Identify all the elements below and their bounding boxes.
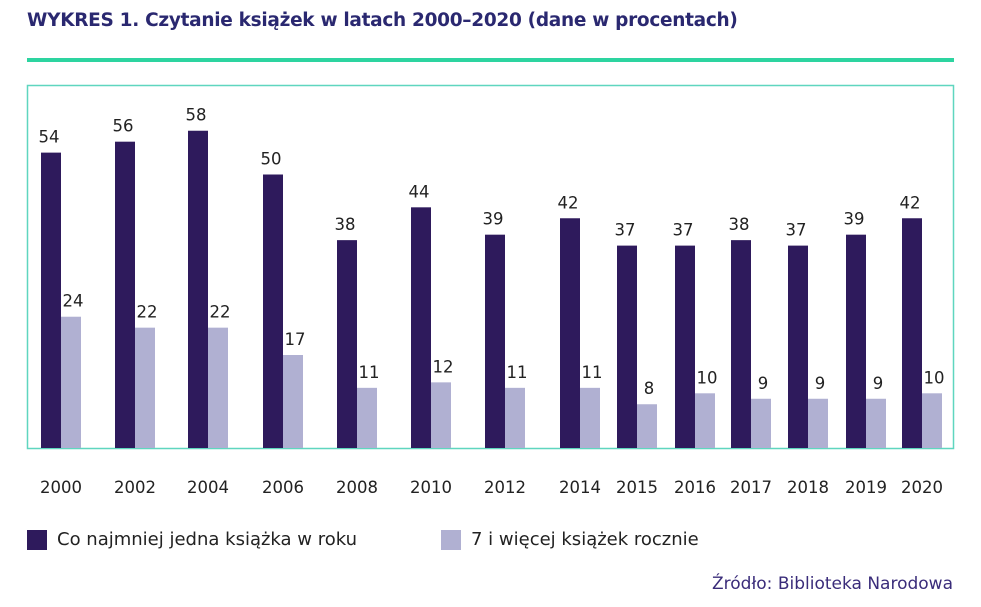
data-label: 11 bbox=[582, 363, 603, 382]
bar-seven-plus-2018 bbox=[808, 398, 828, 448]
bar-at-least-one-2010 bbox=[411, 207, 431, 448]
x-tick-label: 2010 bbox=[410, 478, 452, 497]
bar-seven-plus-2016 bbox=[695, 393, 715, 448]
bar-at-least-one-2017 bbox=[731, 240, 751, 448]
x-tick-label: 2019 bbox=[845, 478, 887, 497]
legend-label: 7 i więcej książek rocznie bbox=[471, 529, 699, 550]
data-label: 22 bbox=[137, 303, 158, 322]
bar-seven-plus-2006 bbox=[283, 355, 303, 448]
x-tick-label: 2017 bbox=[730, 478, 772, 497]
bar-seven-plus-2019 bbox=[866, 398, 886, 448]
bar-at-least-one-2012 bbox=[485, 234, 505, 448]
source-note: Źródło: Biblioteka Narodowa bbox=[712, 574, 953, 594]
data-label: 37 bbox=[673, 221, 694, 240]
data-label: 54 bbox=[39, 128, 60, 147]
data-label: 42 bbox=[558, 193, 579, 212]
x-tick-label: 2014 bbox=[559, 478, 601, 497]
legend-swatch-dark bbox=[27, 529, 47, 550]
data-label: 39 bbox=[483, 210, 504, 229]
data-label: 56 bbox=[113, 117, 134, 136]
x-tick-label: 2020 bbox=[901, 478, 943, 497]
data-label: 50 bbox=[261, 150, 282, 169]
bar-at-least-one-2006 bbox=[263, 174, 283, 448]
x-tick-label: 2012 bbox=[484, 478, 526, 497]
data-label: 38 bbox=[729, 215, 750, 234]
x-tick-label: 2015 bbox=[616, 478, 658, 497]
bar-seven-plus-2020 bbox=[922, 393, 942, 448]
legend-label: Co najmniej jedna książka w roku bbox=[57, 529, 358, 550]
data-label: 11 bbox=[507, 363, 528, 382]
bar-at-least-one-2002 bbox=[115, 141, 135, 448]
bar-at-least-one-2000 bbox=[41, 152, 61, 448]
plot-frame bbox=[26, 84, 955, 450]
data-label: 22 bbox=[210, 303, 231, 322]
data-label: 38 bbox=[335, 215, 356, 234]
data-label: 44 bbox=[409, 182, 430, 201]
bar-chart: 54 24 2000 56 22 2002 58 22 2004 50 17 2006 38 11 2008… bbox=[26, 84, 955, 497]
bar-at-least-one-2019 bbox=[846, 234, 866, 448]
data-label: 9 bbox=[873, 374, 884, 393]
data-label: 9 bbox=[758, 374, 769, 393]
bar-at-least-one-2015 bbox=[617, 245, 637, 448]
bar-at-least-one-2014 bbox=[560, 218, 580, 448]
legend-item-series-2: 7 i więcej książek rocznie bbox=[441, 529, 699, 550]
data-label: 11 bbox=[359, 363, 380, 382]
data-label: 9 bbox=[815, 374, 826, 393]
bar-seven-plus-2014 bbox=[580, 387, 600, 448]
bar-seven-plus-2012 bbox=[505, 387, 525, 448]
x-tick-label: 2002 bbox=[114, 478, 156, 497]
bar-at-least-one-2020 bbox=[902, 218, 922, 448]
bar-seven-plus-2002 bbox=[135, 327, 155, 448]
bar-seven-plus-2017 bbox=[751, 398, 771, 448]
data-label: 10 bbox=[924, 368, 945, 387]
bar-seven-plus-2008 bbox=[357, 387, 377, 448]
bar-at-least-one-2008 bbox=[337, 240, 357, 448]
x-tick-label: 2018 bbox=[787, 478, 829, 497]
data-label: 10 bbox=[697, 368, 718, 387]
bar-seven-plus-2010 bbox=[431, 382, 451, 448]
data-label: 58 bbox=[186, 106, 207, 125]
legend-swatch-light bbox=[441, 529, 461, 550]
data-label: 37 bbox=[786, 221, 807, 240]
bar-seven-plus-2015 bbox=[637, 404, 657, 448]
bar-at-least-one-2016 bbox=[675, 245, 695, 448]
bar-seven-plus-2004 bbox=[208, 327, 228, 448]
bar-at-least-one-2004 bbox=[188, 130, 208, 449]
data-label: 24 bbox=[63, 292, 84, 311]
x-tick-label: 2008 bbox=[336, 478, 378, 497]
data-label: 17 bbox=[285, 330, 306, 349]
legend-item-series-1: Co najmniej jedna książka w roku bbox=[27, 529, 357, 550]
data-label: 39 bbox=[844, 210, 865, 229]
bar-seven-plus-2000 bbox=[61, 316, 81, 448]
data-label: 12 bbox=[433, 357, 454, 376]
title-underline bbox=[27, 58, 954, 62]
data-label: 37 bbox=[615, 221, 636, 240]
data-label: 8 bbox=[644, 379, 655, 398]
x-tick-label: 2004 bbox=[187, 478, 229, 497]
chart-title: WYKRES 1. Czytanie książek w latach 2000… bbox=[27, 10, 738, 31]
bar-at-least-one-2018 bbox=[788, 245, 808, 448]
x-tick-label: 2016 bbox=[674, 478, 716, 497]
x-tick-label: 2006 bbox=[262, 478, 304, 497]
x-tick-label: 2000 bbox=[40, 478, 82, 497]
data-label: 42 bbox=[900, 193, 921, 212]
